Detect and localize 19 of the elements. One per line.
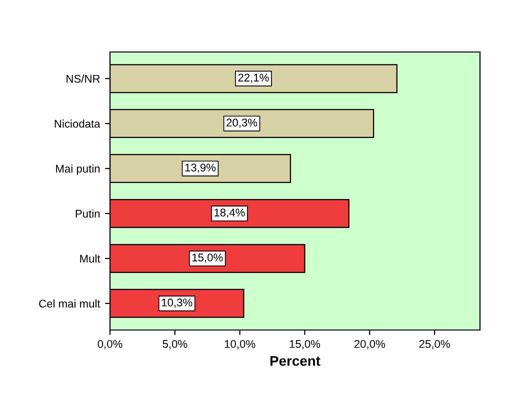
y-tick-label: Mai putin <box>56 164 100 175</box>
x-tick-label: 0,0% <box>98 340 122 350</box>
x-tick-label: 10,0% <box>224 340 256 350</box>
y-tick-label: NS/NR <box>66 74 100 83</box>
data-label: 18,4% <box>214 208 245 218</box>
data-label: 13,9% <box>185 164 216 173</box>
data-label: 22,1% <box>238 74 269 83</box>
y-tick-label: Niciodata <box>54 120 100 128</box>
y-tick-label: Mult <box>80 254 100 263</box>
y-tick-label: Putin <box>76 209 100 218</box>
data-label: 20,3% <box>226 118 258 128</box>
x-tick-label: 20,0% <box>354 340 386 350</box>
x-axis-title: Percent <box>270 356 320 366</box>
data-label: 10,3% <box>162 298 192 308</box>
x-tick-label: 15,0% <box>290 340 320 350</box>
x-tick-label: 5,0% <box>162 340 188 350</box>
x-tick-label: 25,0% <box>419 340 450 350</box>
data-label: 15,0% <box>192 254 223 263</box>
y-tick-label: Cel mai mult <box>39 299 100 308</box>
